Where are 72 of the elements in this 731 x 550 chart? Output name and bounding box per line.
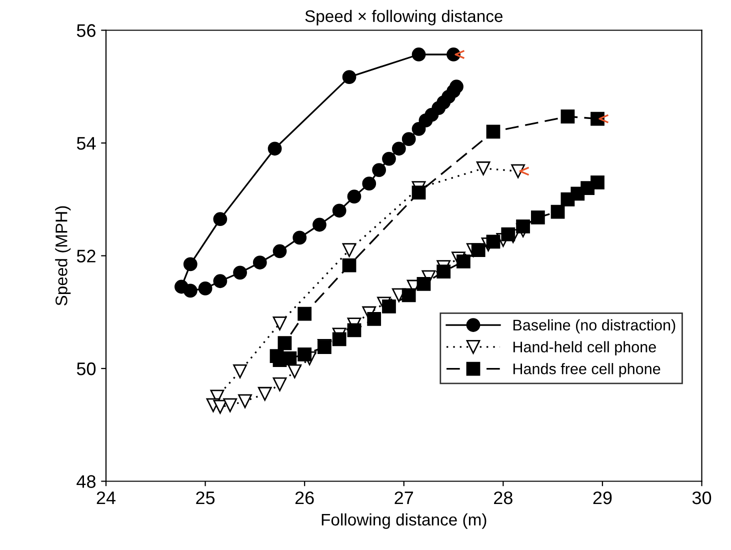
point (292, 230, 307, 245)
point (392, 142, 406, 156)
x-tick-label: 25 (196, 491, 215, 504)
point (450, 80, 464, 94)
point (382, 152, 396, 166)
y-tick-label: 50 (76, 362, 96, 376)
point (347, 323, 362, 338)
point (332, 204, 346, 218)
point (223, 398, 238, 412)
x-tick-label: 29 (593, 491, 612, 504)
y-tick-label: 56 (76, 24, 96, 37)
point (560, 110, 575, 124)
point (298, 306, 312, 321)
point (372, 163, 386, 178)
point (590, 176, 604, 190)
point (233, 266, 247, 280)
point (288, 364, 302, 378)
point (282, 351, 297, 366)
x-tick-label: 26 (295, 491, 314, 504)
x-tick-label: 30 (692, 491, 712, 504)
y-axis-title: Speed (MPH) (55, 206, 71, 306)
point (412, 48, 426, 62)
point (402, 132, 416, 146)
point (550, 204, 565, 219)
legend-label: Hands free cell phone (513, 363, 660, 378)
x-axis-title: Following distance (m) (322, 513, 486, 529)
point (332, 332, 346, 346)
point (456, 254, 470, 268)
point (436, 264, 451, 278)
point (342, 243, 356, 258)
point (238, 394, 252, 408)
point (382, 300, 396, 314)
point (476, 161, 490, 176)
point (530, 210, 545, 224)
point (258, 386, 272, 401)
point (213, 400, 228, 414)
point (272, 316, 287, 330)
y-tick-label: 54 (76, 137, 96, 150)
x-tick-label: 27 (394, 491, 414, 504)
point (362, 176, 376, 191)
point (342, 258, 356, 272)
point (367, 312, 382, 326)
chart-title: Speed × following distance (305, 10, 503, 26)
point (416, 276, 431, 291)
point (471, 243, 486, 258)
point (233, 364, 247, 378)
point (278, 336, 292, 350)
point (486, 234, 500, 249)
y-tick-label: 52 (76, 250, 96, 262)
point (268, 142, 282, 156)
x-tick-label: 28 (494, 491, 512, 504)
point (486, 124, 500, 139)
point (198, 282, 212, 296)
point (183, 284, 198, 298)
point (412, 186, 426, 200)
point (272, 244, 287, 258)
point (312, 218, 326, 232)
point (516, 219, 530, 234)
legend-label: Baseline (no distraction) (513, 319, 676, 334)
point (511, 164, 526, 178)
point (213, 274, 228, 288)
point (347, 190, 362, 204)
point (252, 256, 267, 270)
point (402, 288, 416, 302)
y-tick-label: 48 (76, 475, 96, 488)
point (213, 212, 228, 226)
point (272, 377, 287, 392)
legend-label: Hand-held cell phone (513, 341, 656, 356)
point (298, 347, 312, 362)
point (342, 70, 356, 84)
x-tick-label: 24 (96, 491, 116, 504)
point (183, 257, 198, 272)
